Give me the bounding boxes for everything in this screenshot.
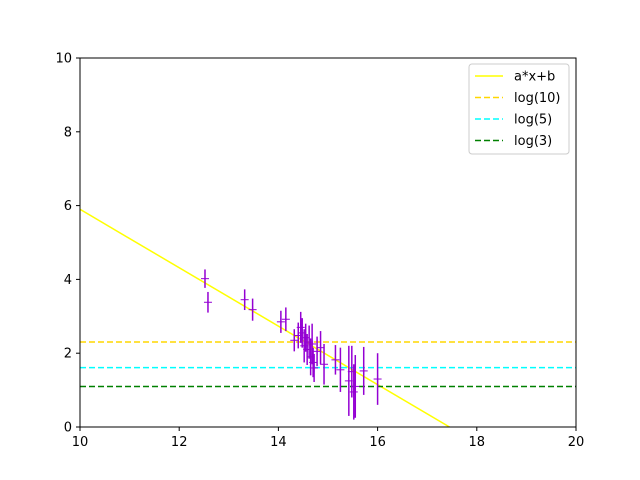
plot-area [80,208,576,427]
data-point [281,307,290,332]
data-point [290,329,299,352]
data-point [200,269,209,288]
data-point [301,323,310,352]
y-tick-label: 0 [64,421,72,436]
data-point [309,347,318,378]
legend-label: log(3) [514,134,552,149]
data-point [351,355,360,418]
x-tick-label: 14 [270,435,287,450]
x-axis: 10 12 14 16 18 20 [72,427,585,450]
x-tick-label: 20 [568,435,585,450]
y-tick-label: 8 [64,125,72,140]
legend-box [468,63,570,155]
data-point [336,347,345,392]
x-tick-label: 10 [72,435,89,450]
data-point [276,310,285,333]
data-point [373,353,382,405]
data-point [203,291,212,313]
data-point [240,289,249,311]
axes-frame [79,57,577,428]
data-point [349,364,358,420]
legend: a*x+b log(10) log(5) log(3) [468,63,570,155]
x-tick-label: 16 [369,435,386,450]
legend-label: a*x+b [514,70,555,85]
data-point [359,346,368,395]
y-axis: 0 2 4 6 8 10 [55,52,80,436]
legend-label: log(10) [514,91,561,106]
data-point [296,311,305,343]
y-tick-label: 4 [64,273,72,288]
fit-line [80,208,450,427]
data-point [316,331,325,365]
data-point [331,345,340,375]
x-tick-label: 12 [171,435,188,450]
legend-label: log(5) [514,113,552,128]
data-point [248,298,257,321]
y-tick-label: 2 [64,347,72,362]
y-tick-label: 6 [64,199,72,214]
data-point [313,336,322,367]
data-point [310,353,319,382]
data-point [308,323,317,365]
y-tick-label: 10 [55,52,72,67]
data-point [320,343,329,385]
x-tick-label: 18 [469,435,486,450]
